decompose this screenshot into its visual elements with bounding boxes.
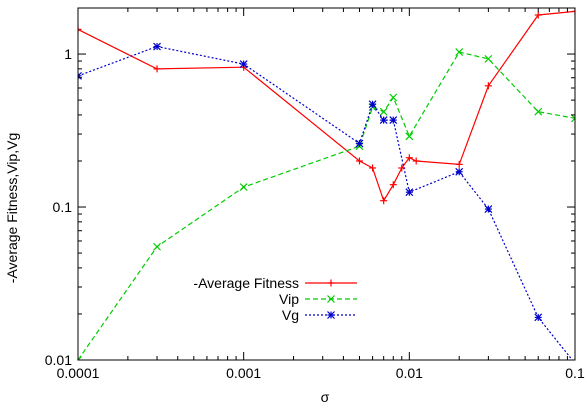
data-point-series-1	[379, 107, 388, 116]
data-point-series-0	[380, 197, 388, 205]
data-point-series-0	[405, 154, 413, 162]
y-tick-label: 1	[64, 46, 72, 62]
axes-layer: 0.0001 0.001 0.01 0.1 0.01 0.1 1	[45, 7, 585, 381]
y-tick-label: 0.01	[45, 352, 72, 368]
series-line-2	[78, 45, 574, 360]
data-point-series-2	[484, 205, 493, 213]
data-point-series-1	[455, 48, 464, 57]
series-group	[78, 8, 575, 360]
data-point-series-0	[153, 65, 161, 73]
x-tick-label: 0.001	[226, 365, 261, 381]
data-point-series-2	[355, 139, 364, 148]
data-point-series-2	[534, 313, 543, 322]
data-point-series-2	[368, 100, 377, 109]
x-tick-label: 0.1	[565, 365, 585, 381]
y-axis-title: -Average Fitness,Vip,Vg	[4, 133, 20, 283]
x-axis-title: σ	[321, 389, 330, 405]
data-point-series-0	[355, 157, 363, 165]
data-point-series-2	[379, 116, 388, 125]
data-point-series-0	[534, 11, 542, 19]
data-point-series-1	[534, 107, 543, 116]
legend-marker	[327, 295, 335, 303]
data-point-series-1	[153, 242, 161, 251]
data-point-series-2	[389, 116, 398, 125]
legend-marker	[327, 311, 335, 319]
data-point-series-2	[405, 188, 414, 197]
y-tick-label: 0.1	[53, 199, 73, 215]
x-tick-label: 0.01	[396, 365, 423, 381]
data-point-series-1	[389, 93, 398, 102]
plot-layer	[78, 8, 575, 360]
legend-label: -Average Fitness	[193, 275, 299, 291]
data-point-series-2	[239, 60, 248, 68]
legend-label: Vip	[279, 291, 299, 307]
data-point-series-1	[239, 183, 248, 192]
data-point-series-0	[369, 164, 377, 172]
data-point-series-1	[78, 356, 82, 360]
data-point-series-0	[412, 157, 420, 165]
legend-label: Vg	[282, 307, 299, 323]
data-point-series-1	[405, 132, 414, 141]
data-point-series-1	[571, 114, 575, 123]
data-point-series-0	[455, 160, 463, 168]
data-point-series-0	[571, 8, 575, 15]
series-line-1	[78, 51, 575, 360]
data-point-series-0	[389, 181, 397, 189]
series-line-0	[78, 10, 575, 203]
data-point-series-1	[484, 54, 493, 63]
data-point-series-2	[455, 167, 464, 176]
x-tick-label: 0.0001	[57, 365, 100, 381]
data-point-series-2	[153, 42, 161, 51]
data-point-series-0	[78, 25, 82, 33]
legend-marker	[327, 279, 335, 287]
plot-frame	[77, 7, 576, 361]
data-point-series-0	[484, 82, 492, 90]
